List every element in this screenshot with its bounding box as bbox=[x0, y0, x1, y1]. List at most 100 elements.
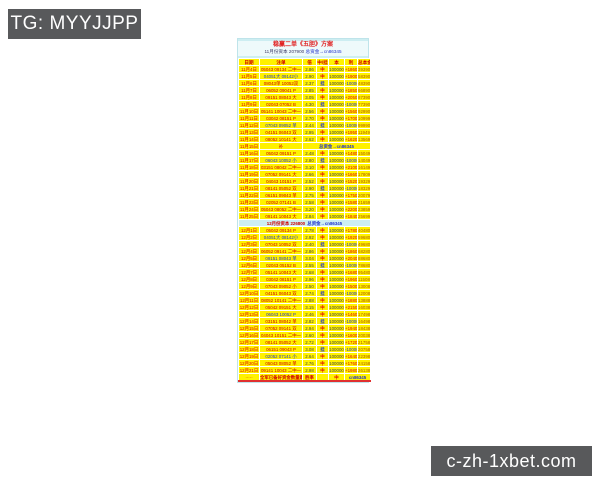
table-cell: +192000 bbox=[344, 233, 358, 241]
table-cell: +168000 bbox=[344, 268, 358, 276]
table-cell: +166000 bbox=[344, 170, 358, 178]
table-cell: 全军已备好资金数量跟上 bbox=[259, 373, 303, 382]
table-cell: 12月10日 bbox=[238, 289, 260, 297]
table-cell: ····· bbox=[238, 373, 260, 382]
table-cell: 02052 07141 B bbox=[259, 198, 303, 206]
table-cell: 1780900 bbox=[357, 170, 371, 178]
table-cell: 挂 bbox=[316, 317, 329, 325]
table-cell: 07052 09141 双 bbox=[259, 324, 303, 332]
table-cell: 05042 09151 大 bbox=[259, 303, 303, 311]
table-cell: 100000 bbox=[328, 212, 345, 220]
table-cell: 2175800 bbox=[357, 338, 371, 346]
table-cell: 12月3日 bbox=[238, 240, 260, 248]
table-cell: 100000 bbox=[328, 338, 345, 346]
table-cell: 08043单 10052双 bbox=[259, 79, 303, 87]
table-cell: 总本金利 bbox=[357, 58, 371, 66]
table-cell: 12月7日 bbox=[238, 268, 260, 276]
table-cell: 中 bbox=[316, 65, 329, 73]
table-cell: 100000 bbox=[328, 205, 345, 213]
table-cell: 12月9日 bbox=[238, 282, 260, 290]
table-cell: +190000 bbox=[344, 72, 358, 80]
table-cell: 2.66 bbox=[302, 170, 317, 178]
table-cell: 100000 bbox=[328, 156, 345, 164]
table-cell: 2.80 bbox=[302, 156, 317, 164]
table-cell: 12月1日 bbox=[238, 226, 260, 234]
table-cell: 2075800 bbox=[357, 345, 371, 353]
table-cell: 07043 09052 小 bbox=[259, 282, 303, 290]
table-cell: 12月12日 bbox=[238, 303, 260, 311]
table-cell: 11月16日 bbox=[238, 149, 260, 157]
table-cell: +172000 bbox=[344, 338, 358, 346]
month-capital-label: 11月份资本 207900 bbox=[264, 49, 305, 54]
table-cell: 09151 08043 大 bbox=[259, 93, 303, 101]
table-cell: +175000 bbox=[344, 191, 358, 199]
table-cell: 06043 10052 P bbox=[259, 310, 303, 318]
table-cell: 100000 bbox=[328, 65, 345, 73]
table-cell: 07052 09141 大 bbox=[259, 170, 303, 178]
table-cell: 2.68 bbox=[302, 268, 317, 276]
table-cell: 11月14日 bbox=[238, 135, 260, 143]
table-cell: 2.82 bbox=[302, 317, 317, 325]
table-cell: 中 bbox=[316, 212, 329, 220]
table-cell: 2.92 bbox=[302, 233, 317, 241]
table-cell: -100000 bbox=[344, 289, 358, 297]
table-cell: 2.37 bbox=[302, 79, 317, 87]
table-cell: 中 bbox=[316, 366, 329, 374]
table-cell: 08052 10141 二中一 bbox=[259, 296, 303, 304]
table-cell: 07043 09052 单 bbox=[259, 121, 303, 129]
table-cell: 中 bbox=[316, 198, 329, 206]
table-cell: 2569900 bbox=[357, 212, 371, 220]
table-cell: 1300800 bbox=[357, 282, 371, 290]
table-cell: 682800 bbox=[357, 247, 371, 255]
table-cell: 挂 bbox=[316, 184, 329, 192]
sheet-subtitle: 11月份资本 207900 总资金→cn86345 bbox=[238, 49, 368, 55]
table-cell: 中 bbox=[316, 275, 329, 283]
table-cell: 1832900 bbox=[357, 184, 371, 192]
table-cell: +194000 bbox=[344, 324, 358, 332]
table-cell: 2.50 bbox=[302, 282, 317, 290]
table-cell: +220000 bbox=[344, 205, 358, 213]
telegram-handle-text: TG: MYYJJPP bbox=[10, 13, 139, 34]
table-cell: 11月10日 bbox=[238, 107, 260, 115]
table-cell: 09151 08043 单 bbox=[259, 254, 303, 262]
table-cell: 2.88 bbox=[302, 296, 317, 304]
table-cell: 12月6日 bbox=[238, 261, 260, 269]
table-cell: 2.60 bbox=[302, 331, 317, 339]
table-cell: 1150800 bbox=[357, 275, 371, 283]
table-cell: +186000 bbox=[344, 65, 358, 73]
table-cell: 04151 06043 双 bbox=[259, 289, 303, 297]
table-cell bbox=[316, 373, 329, 382]
mid-summary-row: 11月15日补总资金→cn86345 bbox=[238, 142, 371, 150]
table-cell: 中 bbox=[316, 331, 329, 339]
table-cell: 08141 05052 大 bbox=[259, 338, 303, 346]
table-cell: 2.72 bbox=[302, 338, 317, 346]
table-cell: 12月11日 bbox=[238, 296, 260, 304]
table-cell: 挂 bbox=[316, 100, 329, 108]
table-cell: 1504900 bbox=[357, 149, 371, 157]
table-cell: 668900 bbox=[357, 86, 371, 94]
table-cell: 100000 bbox=[328, 240, 345, 248]
table-cell: 中 bbox=[316, 303, 329, 311]
table-cell: 1932900 bbox=[357, 177, 371, 185]
table-cell: 100000 bbox=[328, 226, 345, 234]
table-cell: +176000 bbox=[344, 359, 358, 367]
table-cell: 2415800 bbox=[357, 359, 371, 367]
table-cell: 11月5日 bbox=[238, 72, 260, 80]
